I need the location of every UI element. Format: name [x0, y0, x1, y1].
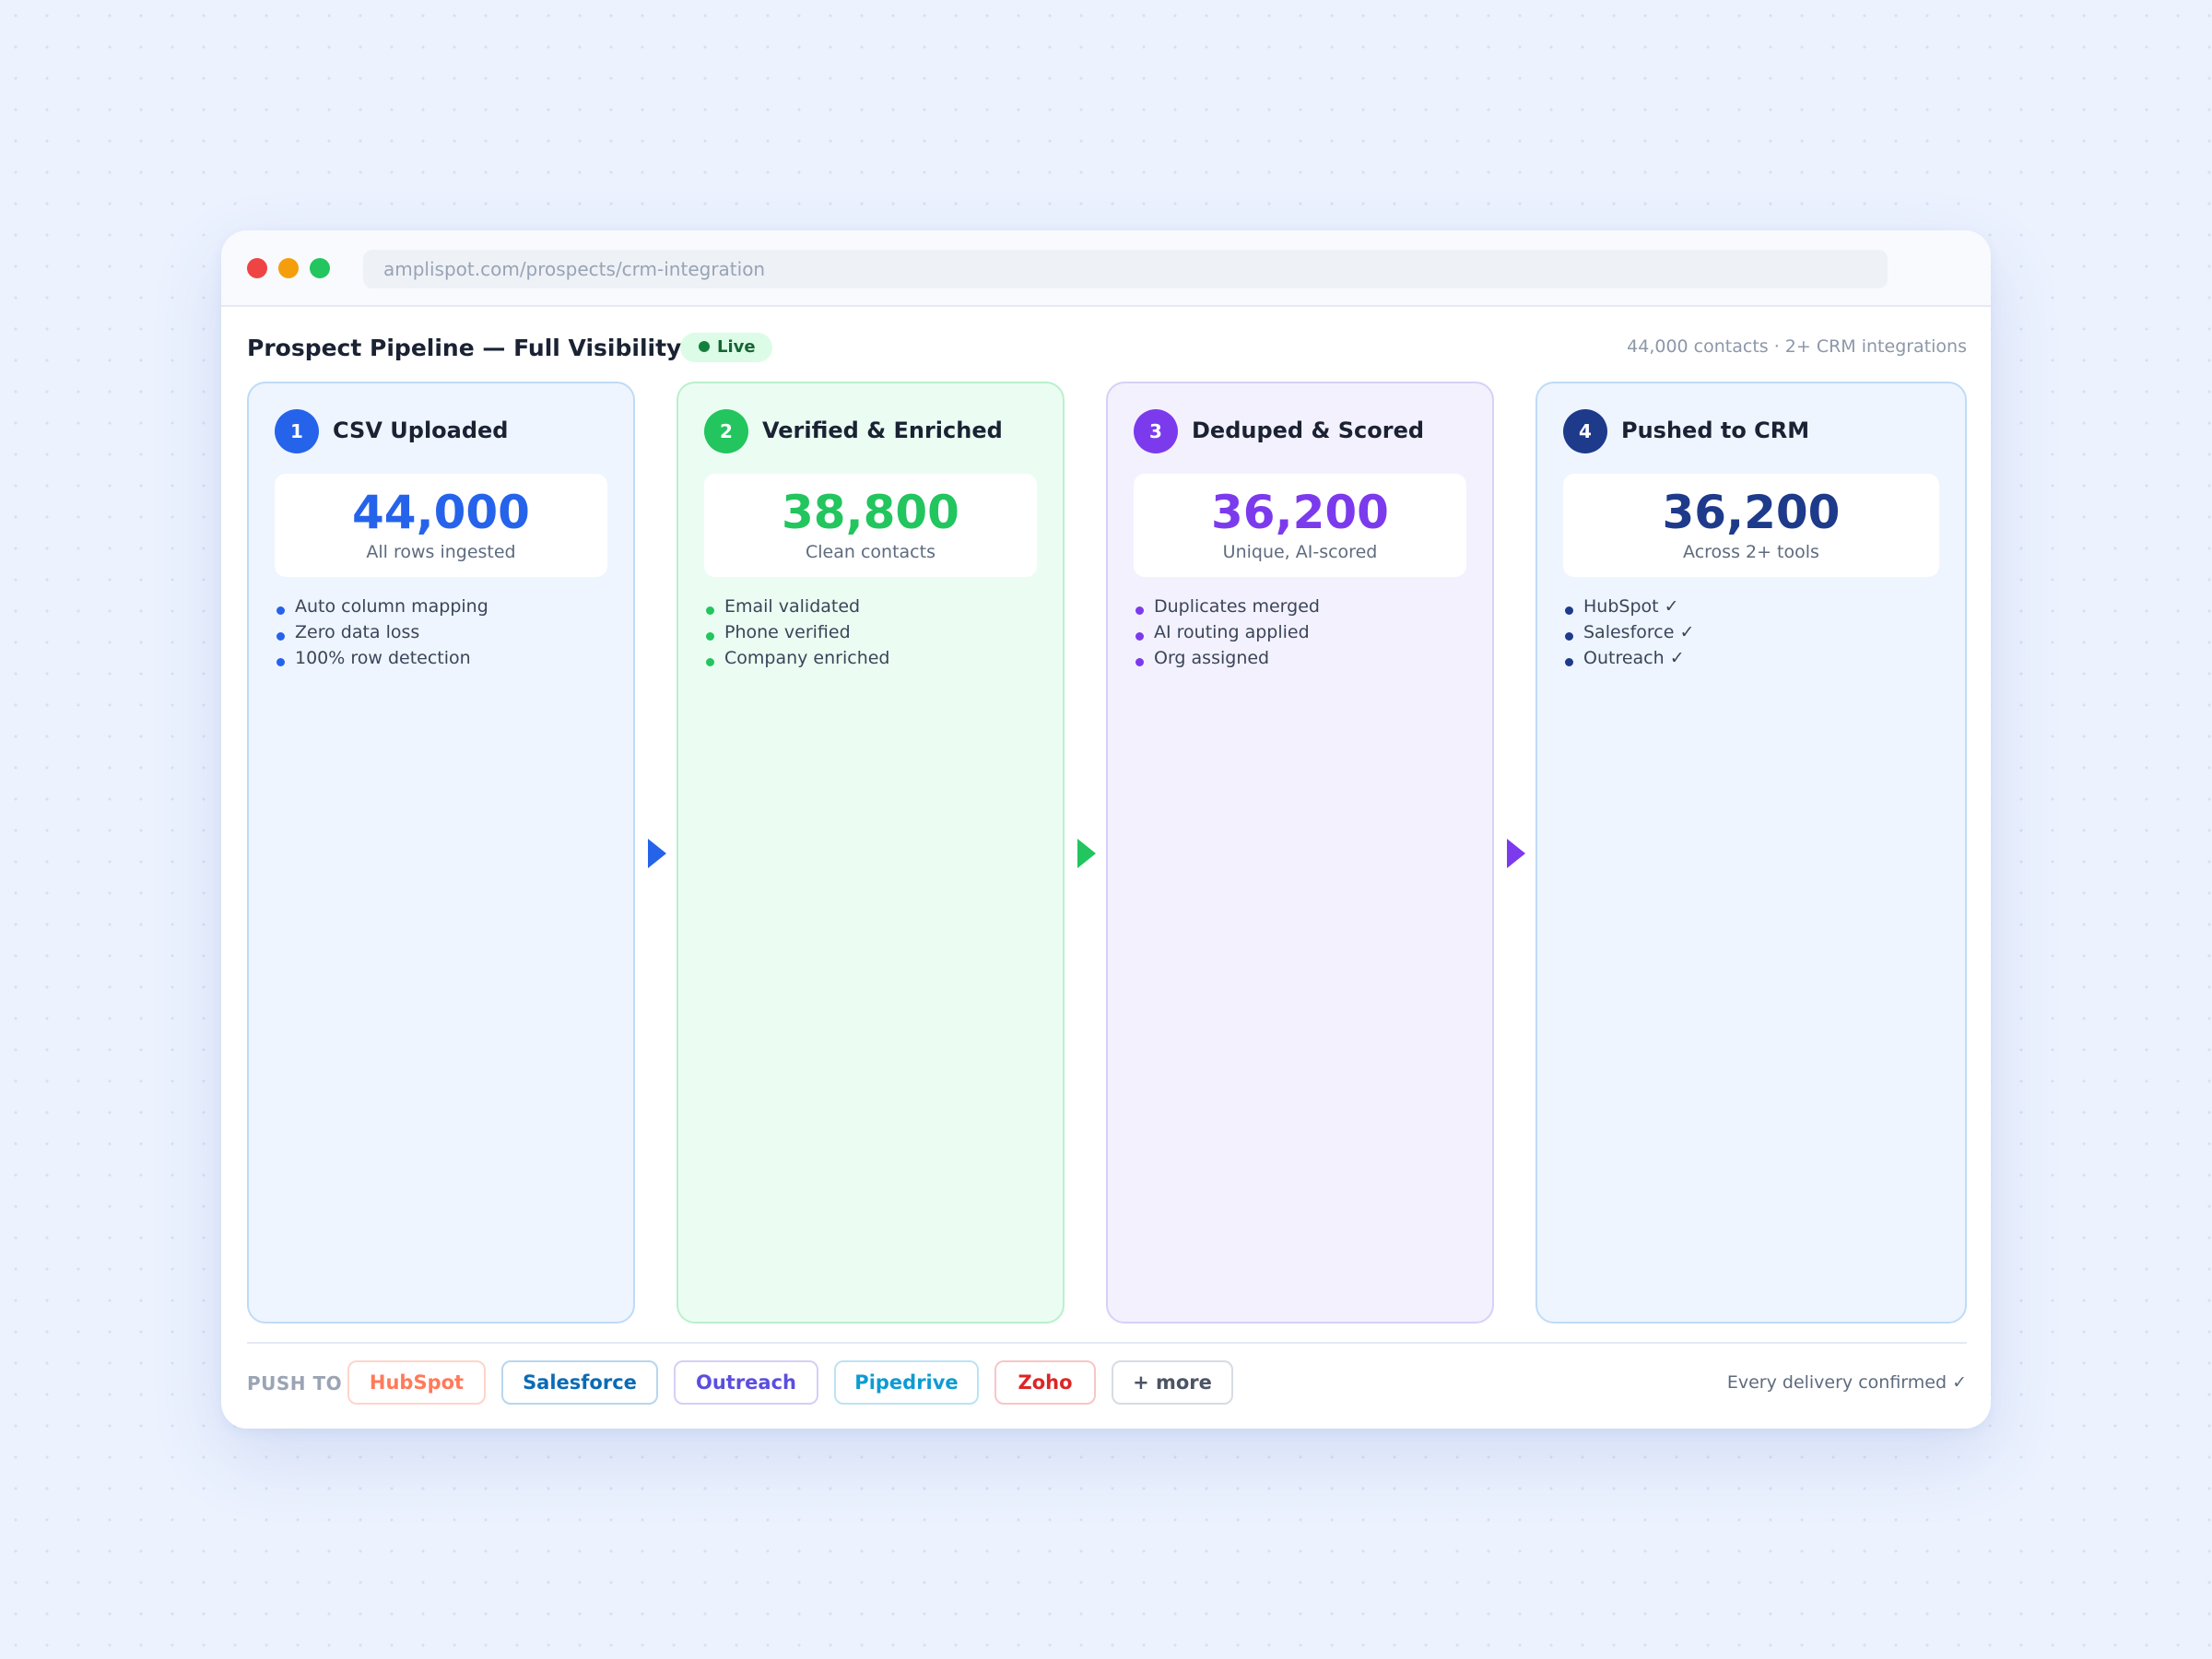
stage-title: Pushed to CRM — [1621, 418, 1810, 443]
footer-divider — [247, 1342, 1967, 1344]
bullet-icon — [1135, 632, 1144, 641]
feature-text: Duplicates merged — [1154, 596, 1320, 617]
stage-title: Deduped & Scored — [1192, 418, 1425, 443]
stage-feature-list: Duplicates merged AI routing applied Org… — [1134, 594, 1320, 671]
feature-text: Auto column mapping — [295, 596, 488, 617]
stage-number-badge: 1 — [275, 409, 319, 453]
integration-chip-salesforce[interactable]: Salesforce — [501, 1360, 658, 1405]
bullet-icon — [1135, 606, 1144, 615]
stage-card-pushed-to-crm: 4 Pushed to CRM 36,200 Across 2+ tools H… — [1535, 382, 1967, 1324]
feature-text: AI routing applied — [1154, 622, 1310, 642]
stage-title: CSV Uploaded — [333, 418, 509, 443]
integration-chip-zoho[interactable]: Zoho — [994, 1360, 1096, 1405]
stage-card-verified-enriched: 2 Verified & Enriched 38,800 Clean conta… — [677, 382, 1065, 1324]
stage-number-badge: 2 — [704, 409, 748, 453]
feature-item: Outreach ✓ — [1563, 645, 1694, 671]
bullet-icon — [706, 632, 714, 641]
stage-count-label: Clean contacts — [806, 542, 935, 562]
stage-stat-box: 36,200 Across 2+ tools — [1563, 474, 1939, 577]
flow-arrow-icon — [1507, 839, 1525, 868]
stage-stat-box: 44,000 All rows ingested — [275, 474, 607, 577]
feature-text: Outreach ✓ — [1583, 648, 1685, 668]
feature-item: Duplicates merged — [1134, 594, 1320, 619]
bullet-icon — [706, 606, 714, 615]
feature-item: Auto column mapping — [275, 594, 488, 619]
integration-chip-pipedrive[interactable]: Pipedrive — [834, 1360, 979, 1405]
feature-text: 100% row detection — [295, 648, 471, 668]
stage-feature-list: Auto column mapping Zero data loss 100% … — [275, 594, 488, 671]
browser-window: amplispot.com/prospects/crm-integration … — [221, 230, 1991, 1429]
live-dot-icon — [699, 341, 710, 352]
close-window-button[interactable] — [247, 258, 267, 278]
stage-number-badge: 4 — [1563, 409, 1607, 453]
feature-item: 100% row detection — [275, 645, 488, 671]
address-bar[interactable]: amplispot.com/prospects/crm-integration — [363, 250, 1888, 288]
stage-feature-list: Email validated Phone verified Company e… — [704, 594, 890, 671]
feature-text: Salesforce ✓ — [1583, 622, 1695, 642]
flow-arrow-icon — [648, 839, 666, 868]
feature-text: Company enriched — [724, 648, 890, 668]
live-status-badge: Live — [680, 333, 772, 362]
live-label: Live — [717, 337, 756, 357]
bullet-icon — [1565, 658, 1573, 666]
maximize-window-button[interactable] — [310, 258, 330, 278]
stage-card-deduped-scored: 3 Deduped & Scored 36,200 Unique, AI-sco… — [1106, 382, 1494, 1324]
feature-text: Org assigned — [1154, 648, 1270, 668]
feature-item: Email validated — [704, 594, 890, 619]
stage-card-csv-uploaded: 1 CSV Uploaded 44,000 All rows ingested … — [247, 382, 635, 1324]
integration-chip-hubspot[interactable]: HubSpot — [347, 1360, 486, 1405]
page-title: Prospect Pipeline — Full Visibility — [247, 335, 682, 361]
feature-item: Zero data loss — [275, 619, 488, 645]
delivery-confirmation: Every delivery confirmed ✓ — [1726, 1372, 1967, 1393]
feature-item: AI routing applied — [1134, 619, 1320, 645]
flow-arrow-icon — [1077, 839, 1096, 868]
stage-count: 44,000 — [352, 486, 530, 539]
stage-stat-box: 38,800 Clean contacts — [704, 474, 1037, 577]
stage-count-label: All rows ingested — [366, 542, 516, 562]
stage-count: 36,200 — [1662, 486, 1841, 539]
feature-text: Phone verified — [724, 622, 851, 642]
minimize-window-button[interactable] — [278, 258, 299, 278]
feature-item: Company enriched — [704, 645, 890, 671]
stage-count-label: Unique, AI-scored — [1222, 542, 1378, 562]
integration-chip-more[interactable]: + more — [1112, 1360, 1233, 1405]
browser-titlebar: amplispot.com/prospects/crm-integration — [221, 230, 1991, 307]
bullet-icon — [276, 606, 285, 615]
stage-title: Verified & Enriched — [762, 418, 1003, 443]
feature-item: Phone verified — [704, 619, 890, 645]
integration-chip-outreach[interactable]: Outreach — [674, 1360, 818, 1405]
feature-text: Email validated — [724, 596, 861, 617]
push-to-label: PUSH TO — [247, 1372, 343, 1394]
feature-item: HubSpot ✓ — [1563, 594, 1694, 619]
bullet-icon — [1135, 658, 1144, 666]
page-header: Prospect Pipeline — Full Visibility Live… — [247, 330, 1967, 367]
stage-count: 36,200 — [1211, 486, 1389, 539]
bullet-icon — [276, 658, 285, 666]
stage-number-badge: 3 — [1134, 409, 1178, 453]
bullet-icon — [276, 632, 285, 641]
stage-feature-list: HubSpot ✓ Salesforce ✓ Outreach ✓ — [1563, 594, 1694, 671]
stage-count-label: Across 2+ tools — [1683, 542, 1819, 562]
bullet-icon — [1565, 606, 1573, 615]
bullet-icon — [1565, 632, 1573, 641]
feature-item: Org assigned — [1134, 645, 1320, 671]
pipeline-summary: 44,000 contacts · 2+ CRM integrations — [1627, 336, 1967, 357]
stage-count: 38,800 — [782, 486, 959, 539]
stage-stat-box: 36,200 Unique, AI-scored — [1134, 474, 1466, 577]
feature-text: HubSpot ✓ — [1583, 596, 1679, 617]
feature-text: Zero data loss — [295, 622, 420, 642]
bullet-icon — [706, 658, 714, 666]
feature-item: Salesforce ✓ — [1563, 619, 1694, 645]
push-to-footer: PUSH TO HubSpot Salesforce Outreach Pipe… — [247, 1360, 1967, 1405]
